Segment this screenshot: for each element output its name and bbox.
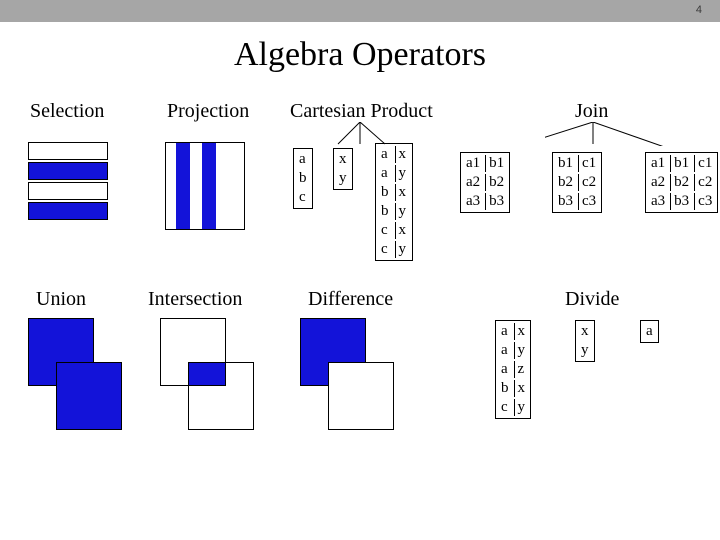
divide-big: ax ay az bx cy <box>495 320 531 419</box>
heading-intersection: Intersection <box>148 288 242 311</box>
heading-difference: Difference <box>308 288 393 311</box>
join-left: a1b1 a2b2 a3b3 <box>460 152 510 213</box>
cartesian-right: x y <box>333 148 353 190</box>
join-result: a1b1c1 a2b2c2 a3b3c3 <box>645 152 718 213</box>
divide-small: x y <box>575 320 595 362</box>
heading-union: Union <box>36 288 86 311</box>
slide-number-bar: 4 <box>0 0 720 22</box>
join-right: b1c1 b2c2 b3c3 <box>552 152 602 213</box>
cartesian-arrow-icon <box>330 122 410 146</box>
projection-diagram <box>165 142 245 230</box>
cartesian-result: ax ay bx by cx cy <box>375 143 413 261</box>
slide-number: 4 <box>696 4 702 16</box>
cartesian-left: a b c <box>293 148 313 209</box>
selection-diagram <box>28 142 108 230</box>
heading-cartesian: Cartesian Product <box>290 100 433 123</box>
join-arrow-icon <box>545 122 675 146</box>
divide-result: a <box>640 320 659 343</box>
heading-join: Join <box>575 100 608 123</box>
heading-projection: Projection <box>167 100 249 123</box>
heading-divide: Divide <box>565 288 619 311</box>
slide-title: Algebra Operators <box>0 36 720 74</box>
heading-selection: Selection <box>30 100 104 123</box>
